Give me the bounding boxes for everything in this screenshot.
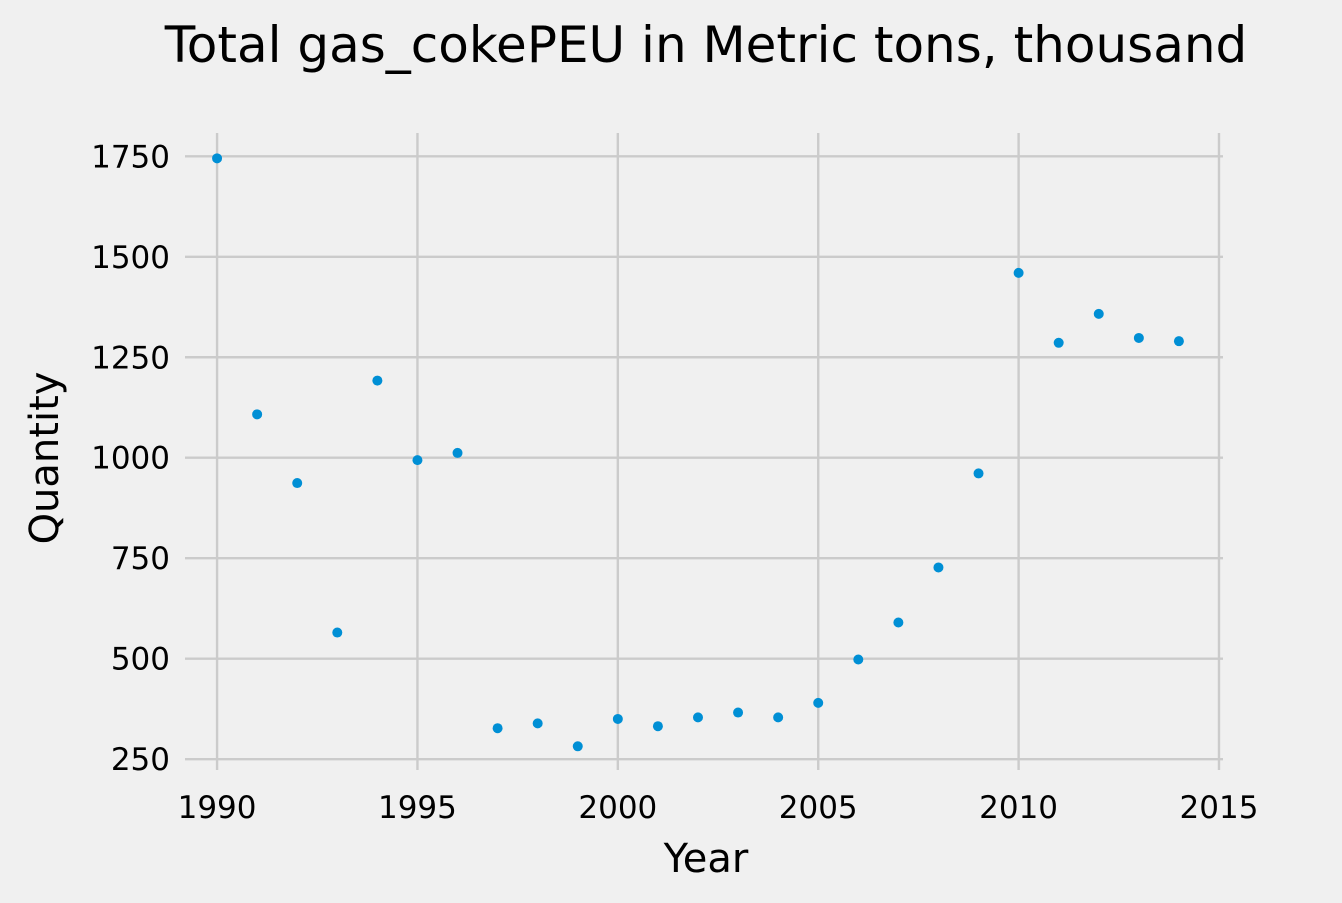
data-point <box>652 721 663 732</box>
data-point <box>612 713 623 724</box>
data-point <box>572 741 583 752</box>
data-point <box>933 562 944 573</box>
data-points <box>212 153 1184 752</box>
y-tick-label: 250 <box>111 742 170 778</box>
y-axis-label: Quantity <box>22 372 68 545</box>
tick-labels: 1990 1995 2000 2005 2010 2015 250 500 750 1000 125… <box>91 139 1258 826</box>
data-point <box>292 478 303 489</box>
data-point <box>332 627 343 638</box>
x-axis-label: Year <box>663 836 749 882</box>
data-point <box>452 447 463 458</box>
data-point <box>853 654 864 665</box>
y-tick-label: 1750 <box>91 139 170 175</box>
data-point <box>532 718 543 729</box>
x-tick-label: 2000 <box>578 790 657 826</box>
data-point <box>773 712 784 723</box>
data-point <box>1053 337 1064 348</box>
data-point <box>412 455 423 466</box>
y-tick-label: 1000 <box>91 441 170 477</box>
data-point <box>1093 308 1104 319</box>
grid-lines <box>185 133 1223 770</box>
data-point <box>1013 267 1024 278</box>
x-tick-label: 2010 <box>979 790 1058 826</box>
data-point <box>492 723 503 734</box>
chart-title: Total gas_cokePEU in Metric tons, thousa… <box>164 16 1248 74</box>
x-tick-label: 2005 <box>779 790 858 826</box>
y-tick-label: 750 <box>111 541 170 577</box>
x-tick-label: 1995 <box>378 790 457 826</box>
x-tick-label: 1990 <box>178 790 257 826</box>
data-point <box>733 707 744 718</box>
data-point <box>893 617 904 628</box>
data-point <box>692 712 703 723</box>
y-tick-label: 500 <box>111 642 170 678</box>
data-point <box>1173 336 1184 347</box>
data-point <box>252 409 263 420</box>
y-tick-label: 1250 <box>91 340 170 376</box>
x-tick-label: 2015 <box>1180 790 1259 826</box>
data-point <box>372 375 383 386</box>
data-point <box>813 697 824 708</box>
data-point <box>1133 332 1144 343</box>
y-tick-label: 1500 <box>91 240 170 276</box>
data-point <box>973 468 984 479</box>
data-point <box>212 153 223 164</box>
